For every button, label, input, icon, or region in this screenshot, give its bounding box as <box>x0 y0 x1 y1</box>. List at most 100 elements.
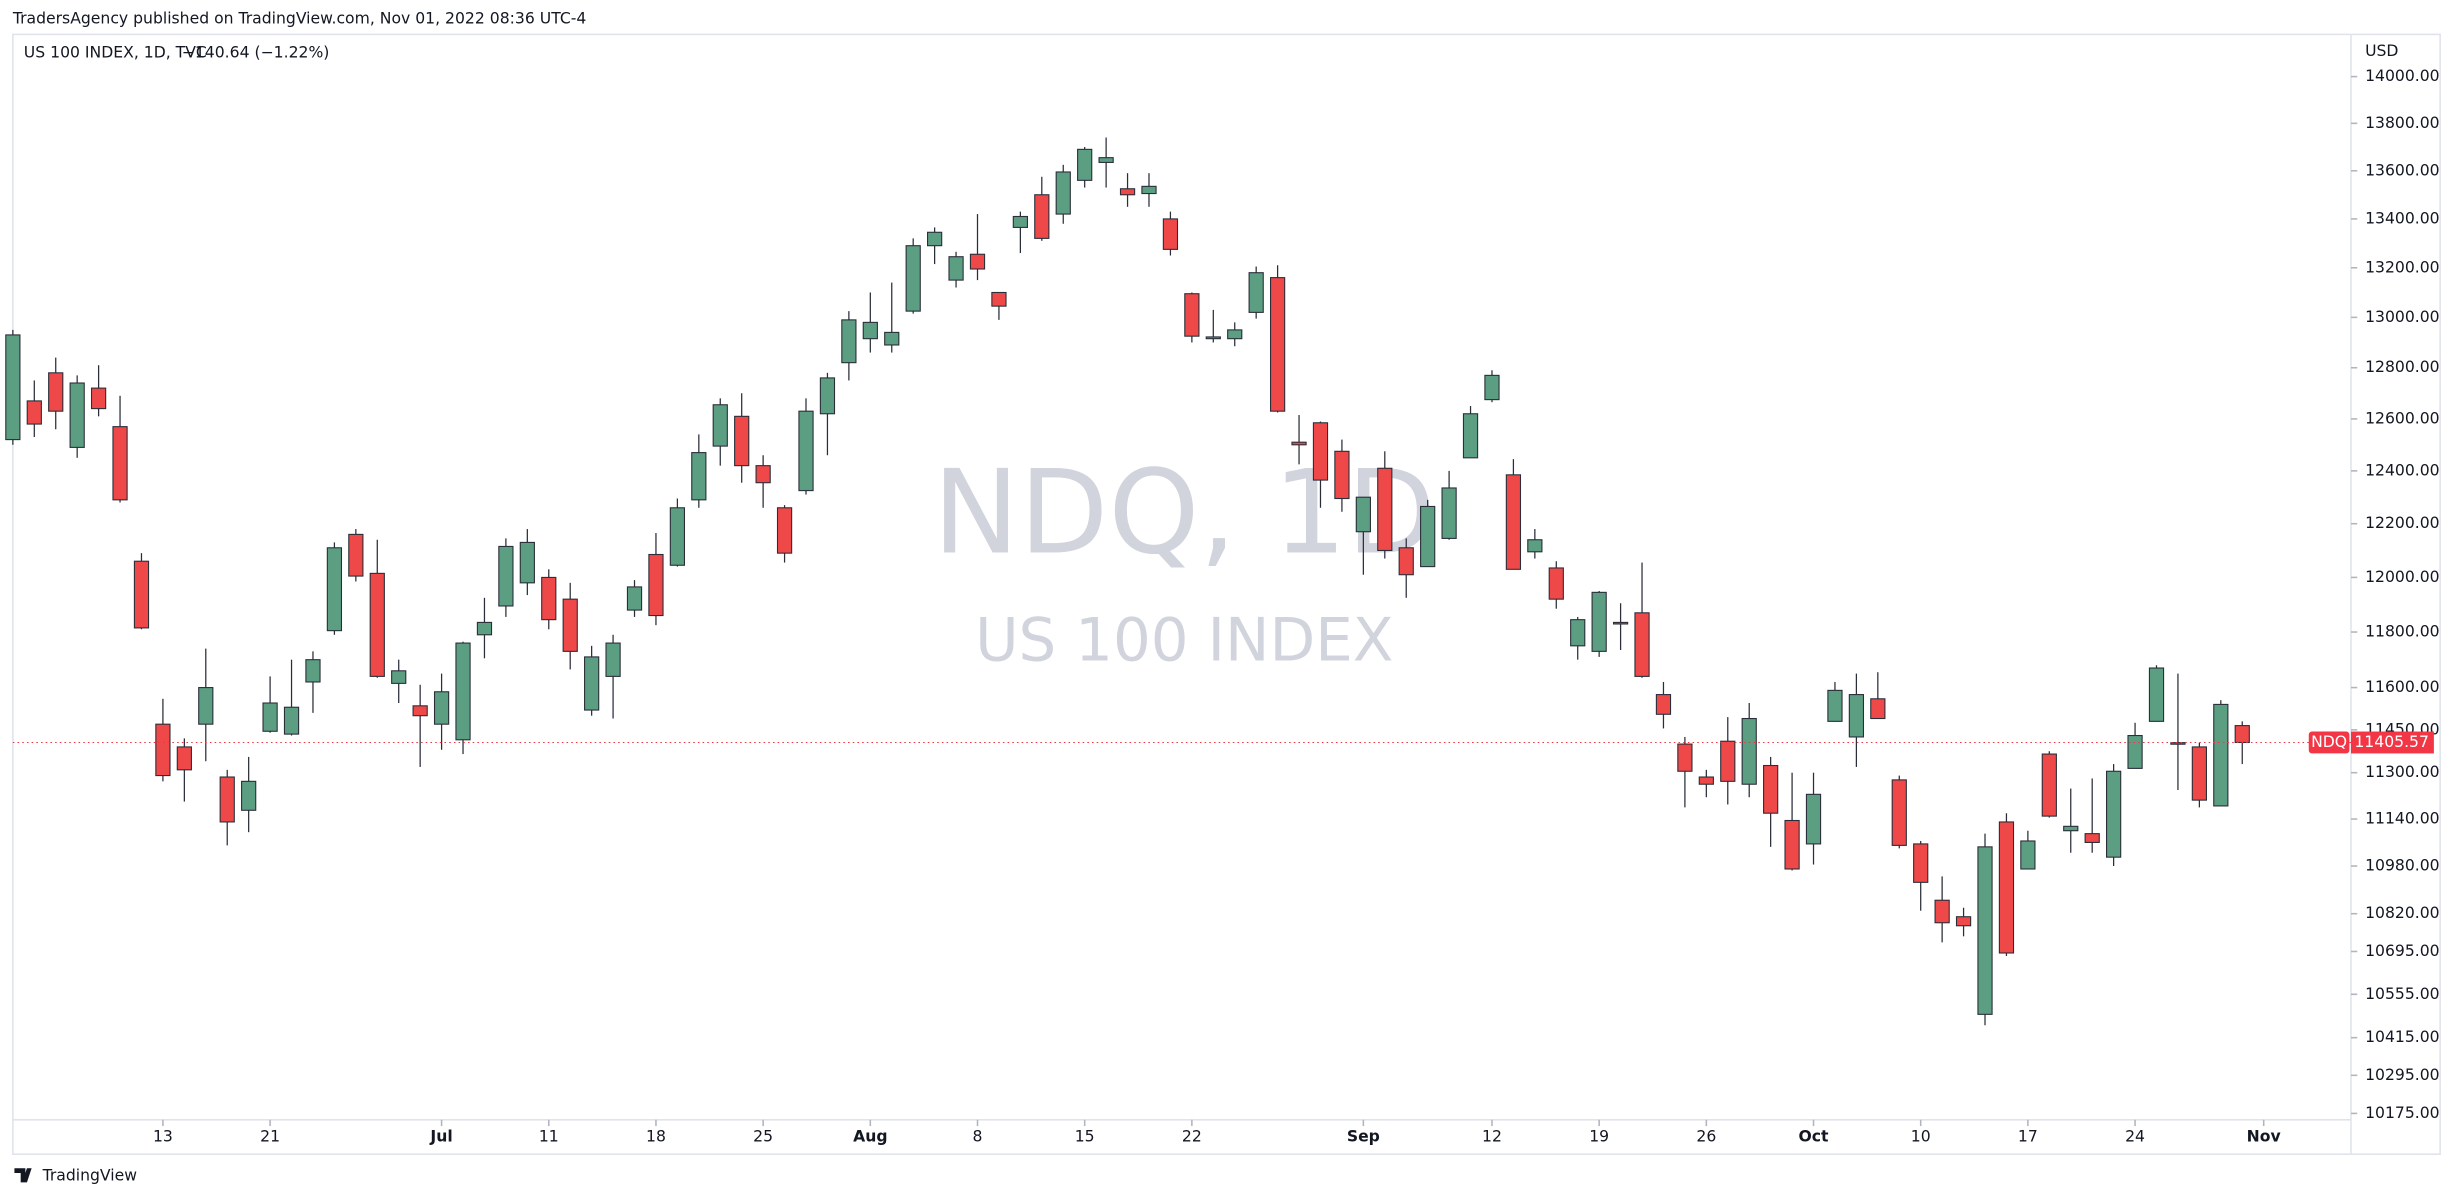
y-tick-label: 12000.00 <box>2365 567 2440 586</box>
candle-body <box>1805 793 1822 845</box>
logo-mark <box>14 1168 32 1183</box>
candle-body <box>498 545 514 607</box>
candle-body <box>69 382 85 448</box>
y-tick-label: 12200.00 <box>2365 513 2440 532</box>
candle-body <box>1591 591 1607 652</box>
y-tick-label: 10175.00 <box>2365 1103 2440 1122</box>
y-tick-label: 13000.00 <box>2365 307 2440 326</box>
watermark-symbol: NDQ, 1D <box>933 447 1436 581</box>
candle-body <box>541 576 557 621</box>
candle-body <box>755 465 771 484</box>
candle-body <box>433 691 450 725</box>
candle-body <box>2148 667 2165 722</box>
candle-body <box>1312 422 1329 481</box>
candle-body <box>2020 840 2036 870</box>
candle-body <box>1677 743 1693 772</box>
candle-body <box>1634 612 1650 677</box>
x-tick-label: 26 <box>1696 1127 1716 1146</box>
x-tick-label: 21 <box>260 1127 280 1146</box>
candle-body <box>90 387 107 410</box>
candle-body <box>2106 770 2122 858</box>
candle-body <box>1162 218 1179 250</box>
footer-brand: TradingView <box>42 1166 138 1185</box>
candle-body <box>2063 825 2079 832</box>
candle-body <box>176 746 192 771</box>
candle-body <box>1291 441 1307 446</box>
candle-body <box>605 642 621 677</box>
candle-body <box>1098 157 1114 163</box>
candle-body <box>1441 487 1457 539</box>
candle-body <box>198 687 214 725</box>
x-tick-label: Sep <box>1347 1127 1380 1146</box>
candle-body <box>1977 846 1993 1015</box>
y-tick-label: 10695.00 <box>2365 941 2440 960</box>
y-tick-label: 11140.00 <box>2365 809 2440 828</box>
candle-body <box>1184 293 1200 337</box>
candle-body <box>1827 689 1843 722</box>
candle-body <box>691 452 707 501</box>
candle-body <box>1462 413 1479 459</box>
candle-body <box>841 319 857 364</box>
candle-body <box>1655 694 1672 715</box>
candle-body <box>1055 171 1071 215</box>
y-tick-label: 13600.00 <box>2365 160 2440 179</box>
logo <box>14 1168 32 1183</box>
candle-body <box>1377 467 1393 552</box>
candle-body <box>1913 843 1929 883</box>
candle-body <box>26 400 42 425</box>
x-tick-label: Aug <box>853 1127 887 1146</box>
x-tick-label: 24 <box>2125 1127 2145 1146</box>
candle-body <box>2213 703 2229 807</box>
candle-body <box>112 426 128 501</box>
candle-body <box>476 621 493 636</box>
candle-body <box>2041 753 2057 817</box>
y-tick-label: 13800.00 <box>2365 113 2440 132</box>
candle-body <box>48 372 64 412</box>
candle-body <box>1505 474 1522 570</box>
candle-body <box>305 659 321 683</box>
candle-body <box>2084 833 2100 843</box>
candle-body <box>1227 329 1243 340</box>
candle-body <box>1420 505 1436 568</box>
symbol-line: US 100 INDEX, 1D, TVC <box>24 43 207 62</box>
x-tick-label: Jul <box>429 1127 452 1146</box>
y-tick-label: 13400.00 <box>2365 208 2440 227</box>
candle-body <box>948 256 964 281</box>
x-tick-label: 13 <box>153 1127 173 1146</box>
candle-body <box>927 231 943 247</box>
candle-body <box>1548 567 1564 600</box>
x-tick-label: 15 <box>1075 1127 1095 1146</box>
x-tick-label: 12 <box>1482 1127 1502 1146</box>
candle-body <box>1955 916 1972 927</box>
candle-body <box>391 670 407 684</box>
x-tick-label: 8 <box>973 1127 983 1146</box>
candle-body <box>862 321 878 340</box>
candle-body <box>1034 194 1050 239</box>
candle-body <box>1269 277 1286 412</box>
candle-body <box>241 780 257 811</box>
candle-body <box>1248 272 1264 313</box>
candle-body <box>584 656 600 711</box>
candle-body <box>1119 188 1136 196</box>
candle-body <box>1741 717 1757 785</box>
candle-body <box>455 642 471 741</box>
candle-body <box>1891 779 1907 846</box>
y-tick-label: 10820.00 <box>2365 903 2440 922</box>
candle-body <box>2127 734 2143 769</box>
y-tick-label: 12800.00 <box>2365 357 2440 376</box>
last-price-symbol: NDQ <box>2311 732 2347 751</box>
y-tick-label: 12600.00 <box>2365 408 2440 427</box>
candle-body <box>1998 821 2015 954</box>
x-tick-label: 22 <box>1182 1127 1202 1146</box>
candle-body <box>2170 742 2186 745</box>
candle-body <box>1848 694 1865 738</box>
candle-body <box>1398 547 1414 576</box>
candle-body <box>905 245 921 312</box>
candle-body <box>1484 374 1500 401</box>
candle-body <box>262 702 278 732</box>
candle-body <box>1870 698 1886 720</box>
chart-frame <box>12 33 2441 1155</box>
candle-body <box>2191 746 2207 801</box>
x-tick-label: 25 <box>753 1127 773 1146</box>
